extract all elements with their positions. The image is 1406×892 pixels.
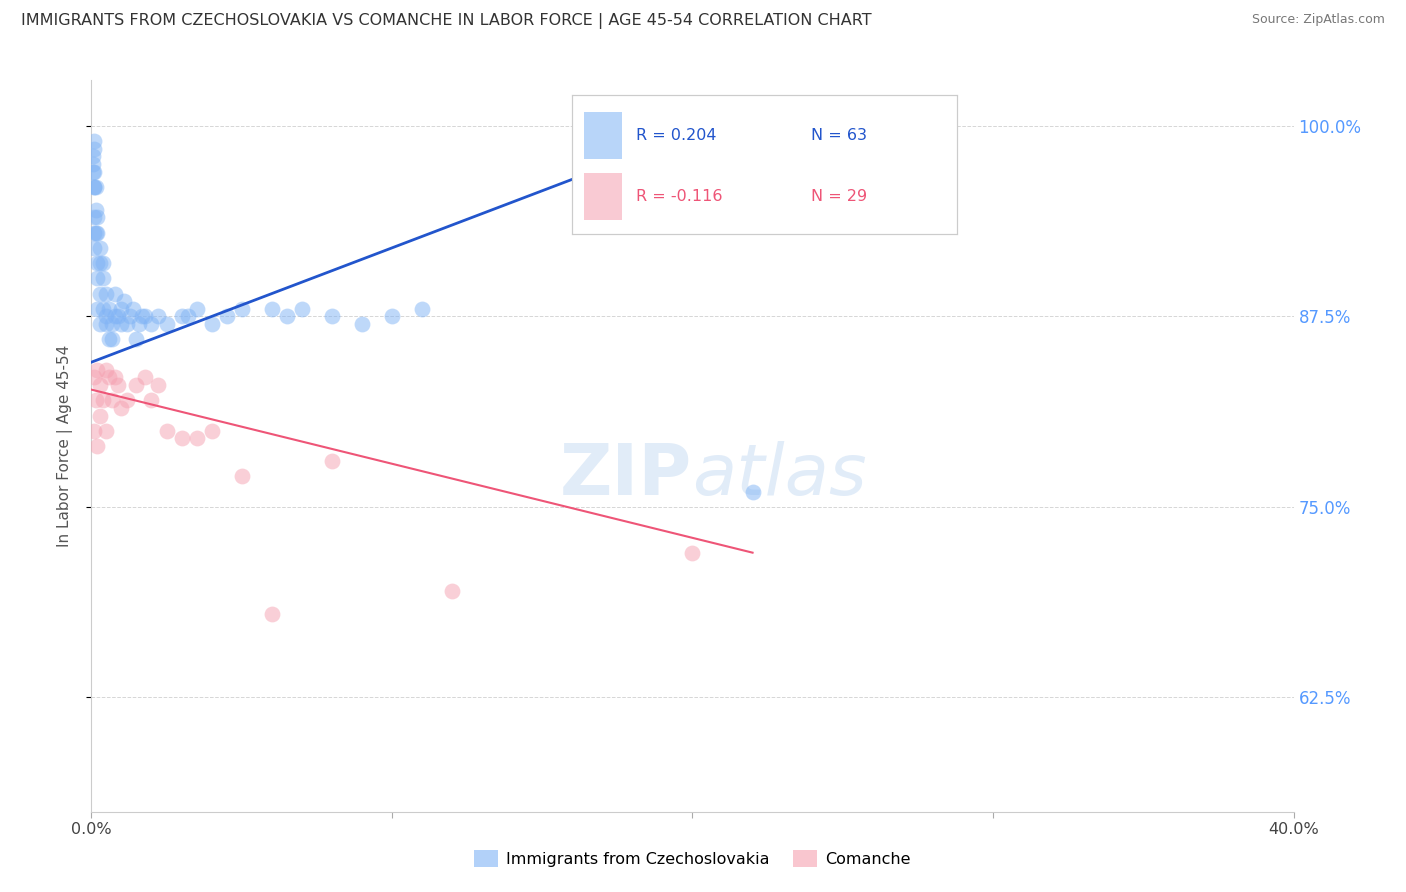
- Point: [114, 294, 136, 309]
- Point: [101, 393, 124, 408]
- Legend: Immigrants from Czechoslovakia, Comanche: Immigrants from Czechoslovakia, Comanche: [468, 844, 917, 873]
- Point: [83, 226, 105, 240]
- Text: ZIP: ZIP: [560, 441, 692, 509]
- Point: [93, 393, 115, 408]
- Point: [98, 332, 121, 346]
- Point: [321, 310, 343, 324]
- Point: [146, 378, 169, 392]
- Point: [186, 301, 208, 316]
- Point: [155, 317, 177, 331]
- Point: [291, 301, 314, 316]
- Point: [86, 363, 108, 377]
- Point: [134, 310, 156, 324]
- Text: Source: ZipAtlas.com: Source: ZipAtlas.com: [1251, 13, 1385, 27]
- Point: [170, 310, 193, 324]
- Point: [125, 378, 148, 392]
- Point: [98, 370, 121, 384]
- Point: [89, 241, 111, 255]
- Point: [83, 370, 105, 384]
- Point: [120, 310, 142, 324]
- Text: IMMIGRANTS FROM CZECHOSLOVAKIA VS COMANCHE IN LABOR FORCE | AGE 45-54 CORRELATIO: IMMIGRANTS FROM CZECHOSLOVAKIA VS COMANC…: [21, 13, 872, 29]
- Point: [104, 286, 127, 301]
- Point: [141, 317, 163, 331]
- Point: [83, 180, 105, 194]
- Point: [84, 180, 107, 194]
- Point: [231, 469, 253, 483]
- Point: [93, 271, 115, 285]
- Point: [86, 271, 108, 285]
- Point: [381, 310, 404, 324]
- Point: [176, 310, 198, 324]
- Point: [117, 317, 139, 331]
- Point: [350, 317, 373, 331]
- Point: [86, 211, 108, 225]
- Point: [134, 370, 156, 384]
- Point: [155, 424, 177, 438]
- Text: atlas: atlas: [692, 441, 868, 509]
- Point: [321, 454, 343, 468]
- Point: [101, 332, 124, 346]
- Point: [83, 180, 105, 194]
- Point: [89, 317, 111, 331]
- Point: [104, 370, 127, 384]
- Y-axis label: In Labor Force | Age 45-54: In Labor Force | Age 45-54: [58, 345, 73, 547]
- Point: [84, 202, 107, 217]
- Point: [83, 241, 105, 255]
- Point: [96, 286, 118, 301]
- Point: [89, 286, 111, 301]
- Point: [82, 149, 104, 163]
- Point: [101, 317, 124, 331]
- Point: [93, 301, 115, 316]
- Point: [82, 165, 104, 179]
- Point: [84, 226, 107, 240]
- Point: [107, 378, 129, 392]
- Point: [125, 332, 148, 346]
- Point: [440, 583, 463, 598]
- Point: [122, 301, 145, 316]
- Point: [146, 310, 169, 324]
- Point: [82, 157, 104, 171]
- Point: [89, 378, 111, 392]
- Point: [96, 363, 118, 377]
- Point: [86, 256, 108, 270]
- Point: [117, 393, 139, 408]
- Point: [83, 424, 105, 438]
- Point: [104, 310, 127, 324]
- Point: [276, 310, 298, 324]
- Point: [96, 317, 118, 331]
- Point: [98, 301, 121, 316]
- Point: [83, 142, 105, 156]
- Point: [93, 256, 115, 270]
- Point: [260, 301, 283, 316]
- Point: [83, 134, 105, 148]
- Point: [411, 301, 433, 316]
- Point: [110, 317, 132, 331]
- Point: [231, 301, 253, 316]
- Point: [201, 317, 224, 331]
- Point: [96, 424, 118, 438]
- Point: [89, 409, 111, 423]
- Point: [170, 431, 193, 445]
- Point: [260, 607, 283, 621]
- Point: [86, 226, 108, 240]
- Point: [86, 301, 108, 316]
- Point: [201, 424, 224, 438]
- Point: [141, 393, 163, 408]
- Point: [681, 546, 703, 560]
- Point: [110, 401, 132, 415]
- Point: [86, 439, 108, 453]
- Point: [110, 301, 132, 316]
- Point: [741, 484, 763, 499]
- Point: [107, 310, 129, 324]
- Point: [186, 431, 208, 445]
- Point: [131, 310, 153, 324]
- Point: [89, 256, 111, 270]
- Point: [84, 393, 107, 408]
- Point: [83, 211, 105, 225]
- Point: [83, 165, 105, 179]
- Point: [215, 310, 238, 324]
- Point: [128, 317, 150, 331]
- Point: [96, 310, 118, 324]
